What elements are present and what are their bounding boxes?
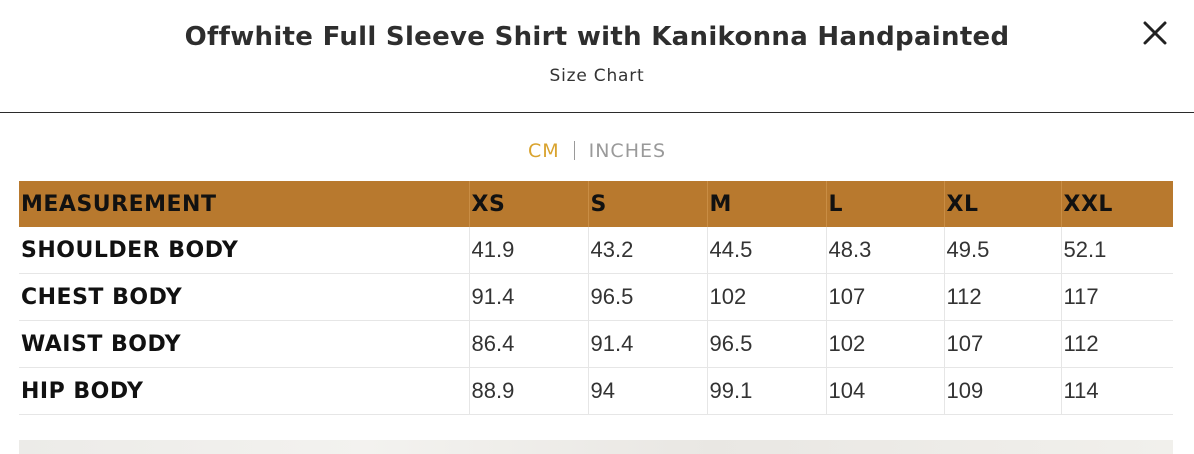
close-button[interactable] (1140, 18, 1170, 48)
table-cell: 88.9 (468, 367, 588, 415)
table-cell: 102 (706, 273, 826, 321)
table-cell: 94 (587, 367, 707, 415)
table-cell: 91.4 (587, 320, 707, 368)
table-row: SHOULDER BODY 41.9 43.2 44.5 48.3 49.5 5… (19, 227, 1173, 274)
row-label: WAIST BODY (19, 320, 469, 368)
table-cell: 114 (1060, 367, 1173, 415)
unit-toggle: CM INCHES (0, 140, 1194, 162)
table-cell: 96.5 (587, 273, 707, 321)
table-cell: 91.4 (468, 273, 588, 321)
table-cell: 107 (943, 320, 1061, 368)
column-header: XL (943, 181, 1061, 227)
table-header-row: MEASUREMENT XS S M L XL XXL (19, 181, 1173, 227)
unit-inches-tab[interactable]: INCHES (588, 140, 667, 162)
table-cell: 86.4 (468, 320, 588, 368)
table-cell: 48.3 (825, 227, 944, 274)
column-header: XS (468, 181, 588, 227)
table-row: HIP BODY 88.9 94 99.1 104 109 114 (19, 367, 1173, 415)
modal-header: Offwhite Full Sleeve Shirt with Kanikonn… (0, 0, 1194, 113)
column-header: S (587, 181, 707, 227)
table-cell: 107 (825, 273, 944, 321)
table-cell: 104 (825, 367, 944, 415)
table-cell: 109 (943, 367, 1061, 415)
table-cell: 44.5 (706, 227, 826, 274)
size-guide-image (19, 440, 1173, 454)
table-cell: 102 (825, 320, 944, 368)
size-chart-subtitle: Size Chart (549, 66, 645, 86)
table-cell: 43.2 (587, 227, 707, 274)
table-cell: 112 (943, 273, 1061, 321)
row-label: CHEST BODY (19, 273, 469, 321)
column-header: L (825, 181, 944, 227)
table-cell: 117 (1060, 273, 1173, 321)
row-label: SHOULDER BODY (19, 227, 469, 274)
close-icon (1143, 21, 1167, 45)
table-cell: 112 (1060, 320, 1173, 368)
table-cell: 49.5 (943, 227, 1061, 274)
table-cell: 96.5 (706, 320, 826, 368)
column-header: M (706, 181, 826, 227)
table-row: CHEST BODY 91.4 96.5 102 107 112 117 (19, 273, 1173, 321)
unit-cm-tab[interactable]: CM (527, 140, 560, 162)
size-table: MEASUREMENT XS S M L XL XXL SHOULDER BOD… (19, 181, 1173, 415)
product-title: Offwhite Full Sleeve Shirt with Kanikonn… (184, 22, 1010, 52)
table-cell: 99.1 (706, 367, 826, 415)
column-header: XXL (1060, 181, 1173, 227)
table-row: WAIST BODY 86.4 91.4 96.5 102 107 112 (19, 320, 1173, 368)
column-header: MEASUREMENT (19, 181, 469, 227)
row-label: HIP BODY (19, 367, 469, 415)
table-cell: 41.9 (468, 227, 588, 274)
unit-divider (573, 141, 575, 160)
table-cell: 52.1 (1060, 227, 1173, 274)
